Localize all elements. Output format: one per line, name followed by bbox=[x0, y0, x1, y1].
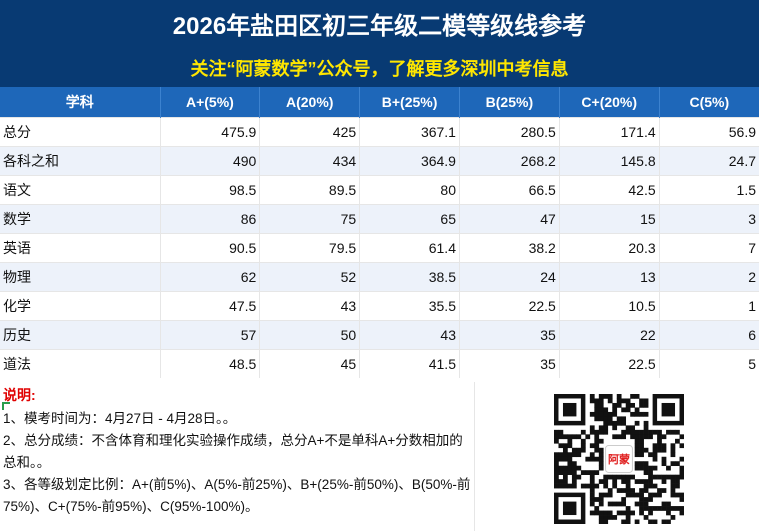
table-cell: 80 bbox=[359, 175, 460, 205]
table-row: 道法 48.5 45 41.5 35 22.5 5 bbox=[0, 349, 759, 378]
table-cell: 48.5 bbox=[159, 349, 260, 378]
table-cell: 22 bbox=[558, 320, 660, 350]
table-cell: 15 bbox=[558, 204, 660, 234]
row-subject: 数学 bbox=[0, 204, 160, 234]
table-cell: 45 bbox=[259, 349, 360, 378]
table-cell: 47.5 bbox=[159, 291, 260, 321]
table-cell: 35 bbox=[458, 349, 560, 378]
table-cell: 13 bbox=[558, 262, 660, 292]
row-subject: 英语 bbox=[0, 233, 160, 263]
table-row: 各科之和 490 434 364.9 268.2 145.8 24.7 bbox=[0, 146, 759, 176]
qr-code-graphic: 阿蒙 bbox=[554, 394, 684, 524]
row-subject: 化学 bbox=[0, 291, 160, 321]
column-header-b-plus: B+(25%) bbox=[359, 87, 460, 118]
table-cell: 10.5 bbox=[558, 291, 660, 321]
table-cell: 66.5 bbox=[458, 175, 560, 205]
table-row: 化学 47.5 43 35.5 22.5 10.5 1 bbox=[0, 291, 759, 321]
row-subject: 各科之和 bbox=[0, 146, 160, 176]
table-cell: 43 bbox=[359, 320, 460, 350]
qr-logo-text: 阿蒙 bbox=[608, 452, 630, 466]
table-cell: 47 bbox=[458, 204, 560, 234]
table-cell: 1 bbox=[658, 291, 759, 321]
column-header-b: B(25%) bbox=[458, 87, 560, 118]
notes-label: 说明: bbox=[3, 387, 36, 403]
table-cell: 145.8 bbox=[558, 146, 660, 176]
qr-finder-pattern bbox=[562, 402, 577, 417]
table-cell: 38.2 bbox=[458, 233, 560, 263]
table-cell: 475.9 bbox=[159, 117, 260, 147]
qr-logo-background bbox=[605, 445, 633, 473]
corner-mark bbox=[2, 402, 10, 410]
table-row: 历史 57 50 43 35 22 6 bbox=[0, 320, 759, 350]
table-row: 语文 98.5 89.5 80 66.5 42.5 1.5 bbox=[0, 175, 759, 205]
table-cell: 42.5 bbox=[558, 175, 660, 205]
row-subject: 语文 bbox=[0, 175, 160, 205]
page-title: 2026年盐田区初三年级二模等级线参考 bbox=[172, 13, 587, 40]
table-row: 英语 90.5 79.5 61.4 38.2 20.3 7 bbox=[0, 233, 759, 263]
table-row: 总分 475.9 425 367.1 280.5 171.4 56.9 bbox=[0, 117, 759, 147]
table-cell: 425 bbox=[259, 117, 360, 147]
table-cell: 43 bbox=[259, 291, 360, 321]
table-cell: 434 bbox=[259, 146, 360, 176]
table-cell: 41.5 bbox=[359, 349, 460, 378]
header-banner: 2026年盐田区初三年级二模等级线参考 关注“阿蒙数学”公众号，了解更多深圳中考… bbox=[0, 0, 759, 87]
table-cell: 490 bbox=[159, 146, 260, 176]
table-cell: 75 bbox=[259, 204, 360, 234]
table-cell: 280.5 bbox=[458, 117, 560, 147]
table-cell: 65 bbox=[359, 204, 460, 234]
table-cell: 1.5 bbox=[658, 175, 759, 205]
notes-text: 1、模考时间为：4月27日 - 4月28日。。 2、总分成绩：不含体育和理化实验… bbox=[3, 408, 471, 518]
table-cell: 367.1 bbox=[359, 117, 460, 147]
note-line-1: 1、模考时间为：4月27日 - 4月28日。。 bbox=[3, 411, 237, 426]
qr-finder-pattern bbox=[562, 501, 577, 516]
table-cell: 98.5 bbox=[159, 175, 260, 205]
table-cell: 5 bbox=[658, 349, 759, 378]
row-subject: 物理 bbox=[0, 262, 160, 292]
note-line-2: 2、总分成绩：不含体育和理化实验操作成绩，总分A+不是单科A+分数相加的总和。。 bbox=[3, 433, 463, 470]
table-cell: 79.5 bbox=[259, 233, 360, 263]
table-cell: 38.5 bbox=[359, 262, 460, 292]
table-cell: 364.9 bbox=[359, 146, 460, 176]
table-header-row: 学科 A+(5%) A(20%) B+(25%) B(25%) C+(20%) … bbox=[0, 87, 759, 118]
table-cell: 7 bbox=[658, 233, 759, 263]
table-cell: 20.3 bbox=[558, 233, 660, 263]
table-cell: 2 bbox=[658, 262, 759, 292]
table-cell: 22.5 bbox=[558, 349, 660, 378]
table-cell: 268.2 bbox=[458, 146, 560, 176]
table-cell: 57 bbox=[159, 320, 260, 350]
table-cell: 24.7 bbox=[658, 146, 759, 176]
table-cell: 171.4 bbox=[558, 117, 660, 147]
table-cell: 35.5 bbox=[359, 291, 460, 321]
table-cell: 89.5 bbox=[259, 175, 360, 205]
column-header-c: C(5%) bbox=[658, 87, 759, 118]
table-cell: 86 bbox=[159, 204, 260, 234]
table-cell: 90.5 bbox=[159, 233, 260, 263]
table-cell: 56.9 bbox=[658, 117, 759, 147]
column-header-c-plus: C+(20%) bbox=[558, 87, 660, 118]
table-cell: 24 bbox=[458, 262, 560, 292]
qr-finder-pattern bbox=[661, 402, 676, 417]
note-line-3: 3、各等级划定比例：A+(前5%)、A(5%-前25%)、B+(25%-前50%… bbox=[3, 477, 471, 514]
column-header-subject: 学科 bbox=[0, 87, 160, 118]
grade-threshold-table: 学科 A+(5%) A(20%) B+(25%) B(25%) C+(20%) … bbox=[0, 87, 759, 378]
table-cell: 6 bbox=[658, 320, 759, 350]
table-cell: 22.5 bbox=[458, 291, 560, 321]
table-cell: 3 bbox=[658, 204, 759, 234]
table-cell: 50 bbox=[259, 320, 360, 350]
table-cell: 62 bbox=[159, 262, 260, 292]
table-row: 物理 62 52 38.5 24 13 2 bbox=[0, 262, 759, 292]
table-cell: 35 bbox=[458, 320, 560, 350]
column-header-a: A(20%) bbox=[259, 87, 360, 118]
table-cell: 61.4 bbox=[359, 233, 460, 263]
table-cell: 52 bbox=[259, 262, 360, 292]
row-subject: 历史 bbox=[0, 320, 160, 350]
row-subject: 道法 bbox=[0, 349, 160, 378]
column-header-a-plus: A+(5%) bbox=[159, 87, 260, 118]
table-row: 数学 86 75 65 47 15 3 bbox=[0, 204, 759, 234]
qr-code: 阿蒙 bbox=[554, 394, 684, 524]
row-subject: 总分 bbox=[0, 117, 160, 147]
page-subtitle: 关注“阿蒙数学”公众号，了解更多深圳中考信息 bbox=[190, 59, 569, 79]
notes-panel: 说明: 1、模考时间为：4月27日 - 4月28日。。 2、总分成绩：不含体育和… bbox=[0, 382, 475, 531]
